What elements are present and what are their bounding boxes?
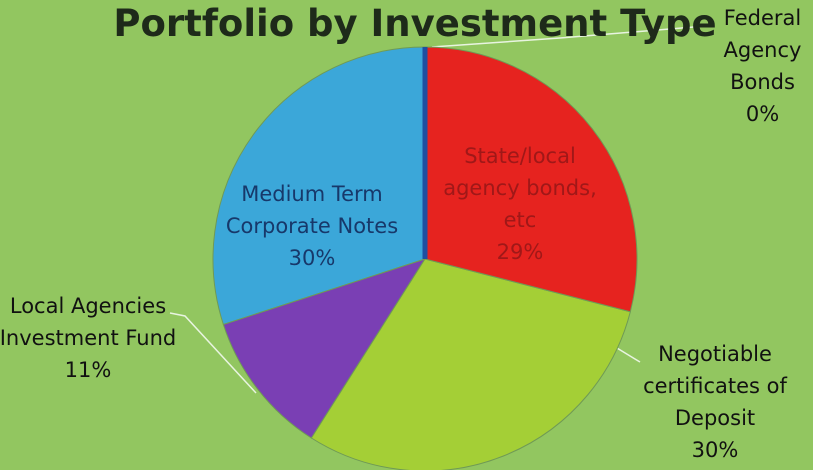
category-label: Federal Agency Bonds bbox=[723, 6, 802, 94]
leader-line bbox=[169, 312, 257, 394]
pie-slice bbox=[310, 258, 631, 470]
slice-label: State/local agency bonds, etc 29% bbox=[430, 140, 610, 268]
pie-slice bbox=[212, 46, 426, 326]
value-label: 11% bbox=[64, 358, 112, 382]
slice-label: Negotiable certificates of Deposit 30% bbox=[620, 338, 810, 466]
value-label: 30% bbox=[288, 246, 336, 270]
category-label: Medium Term Corporate Notes bbox=[225, 182, 399, 238]
pie-slice bbox=[424, 46, 638, 313]
leader-line bbox=[431, 25, 707, 48]
slice-label: Medium Term Corporate Notes 30% bbox=[222, 178, 402, 274]
chart-title: Portfolio by Investment Type bbox=[113, 2, 717, 45]
value-label: 30% bbox=[691, 438, 739, 462]
value-label: 29% bbox=[496, 240, 544, 264]
category-label: State/local agency bonds, etc bbox=[443, 144, 597, 232]
pie-slice bbox=[222, 258, 427, 439]
category-label: Local Agencies Investment Fund bbox=[0, 294, 177, 350]
category-label: Negotiable certificates of Deposit bbox=[643, 342, 787, 430]
slice-label: Federal Agency Bonds 0% bbox=[705, 2, 813, 130]
value-label: 0% bbox=[745, 102, 780, 126]
slice-label: Local Agencies Investment Fund 11% bbox=[0, 290, 178, 386]
